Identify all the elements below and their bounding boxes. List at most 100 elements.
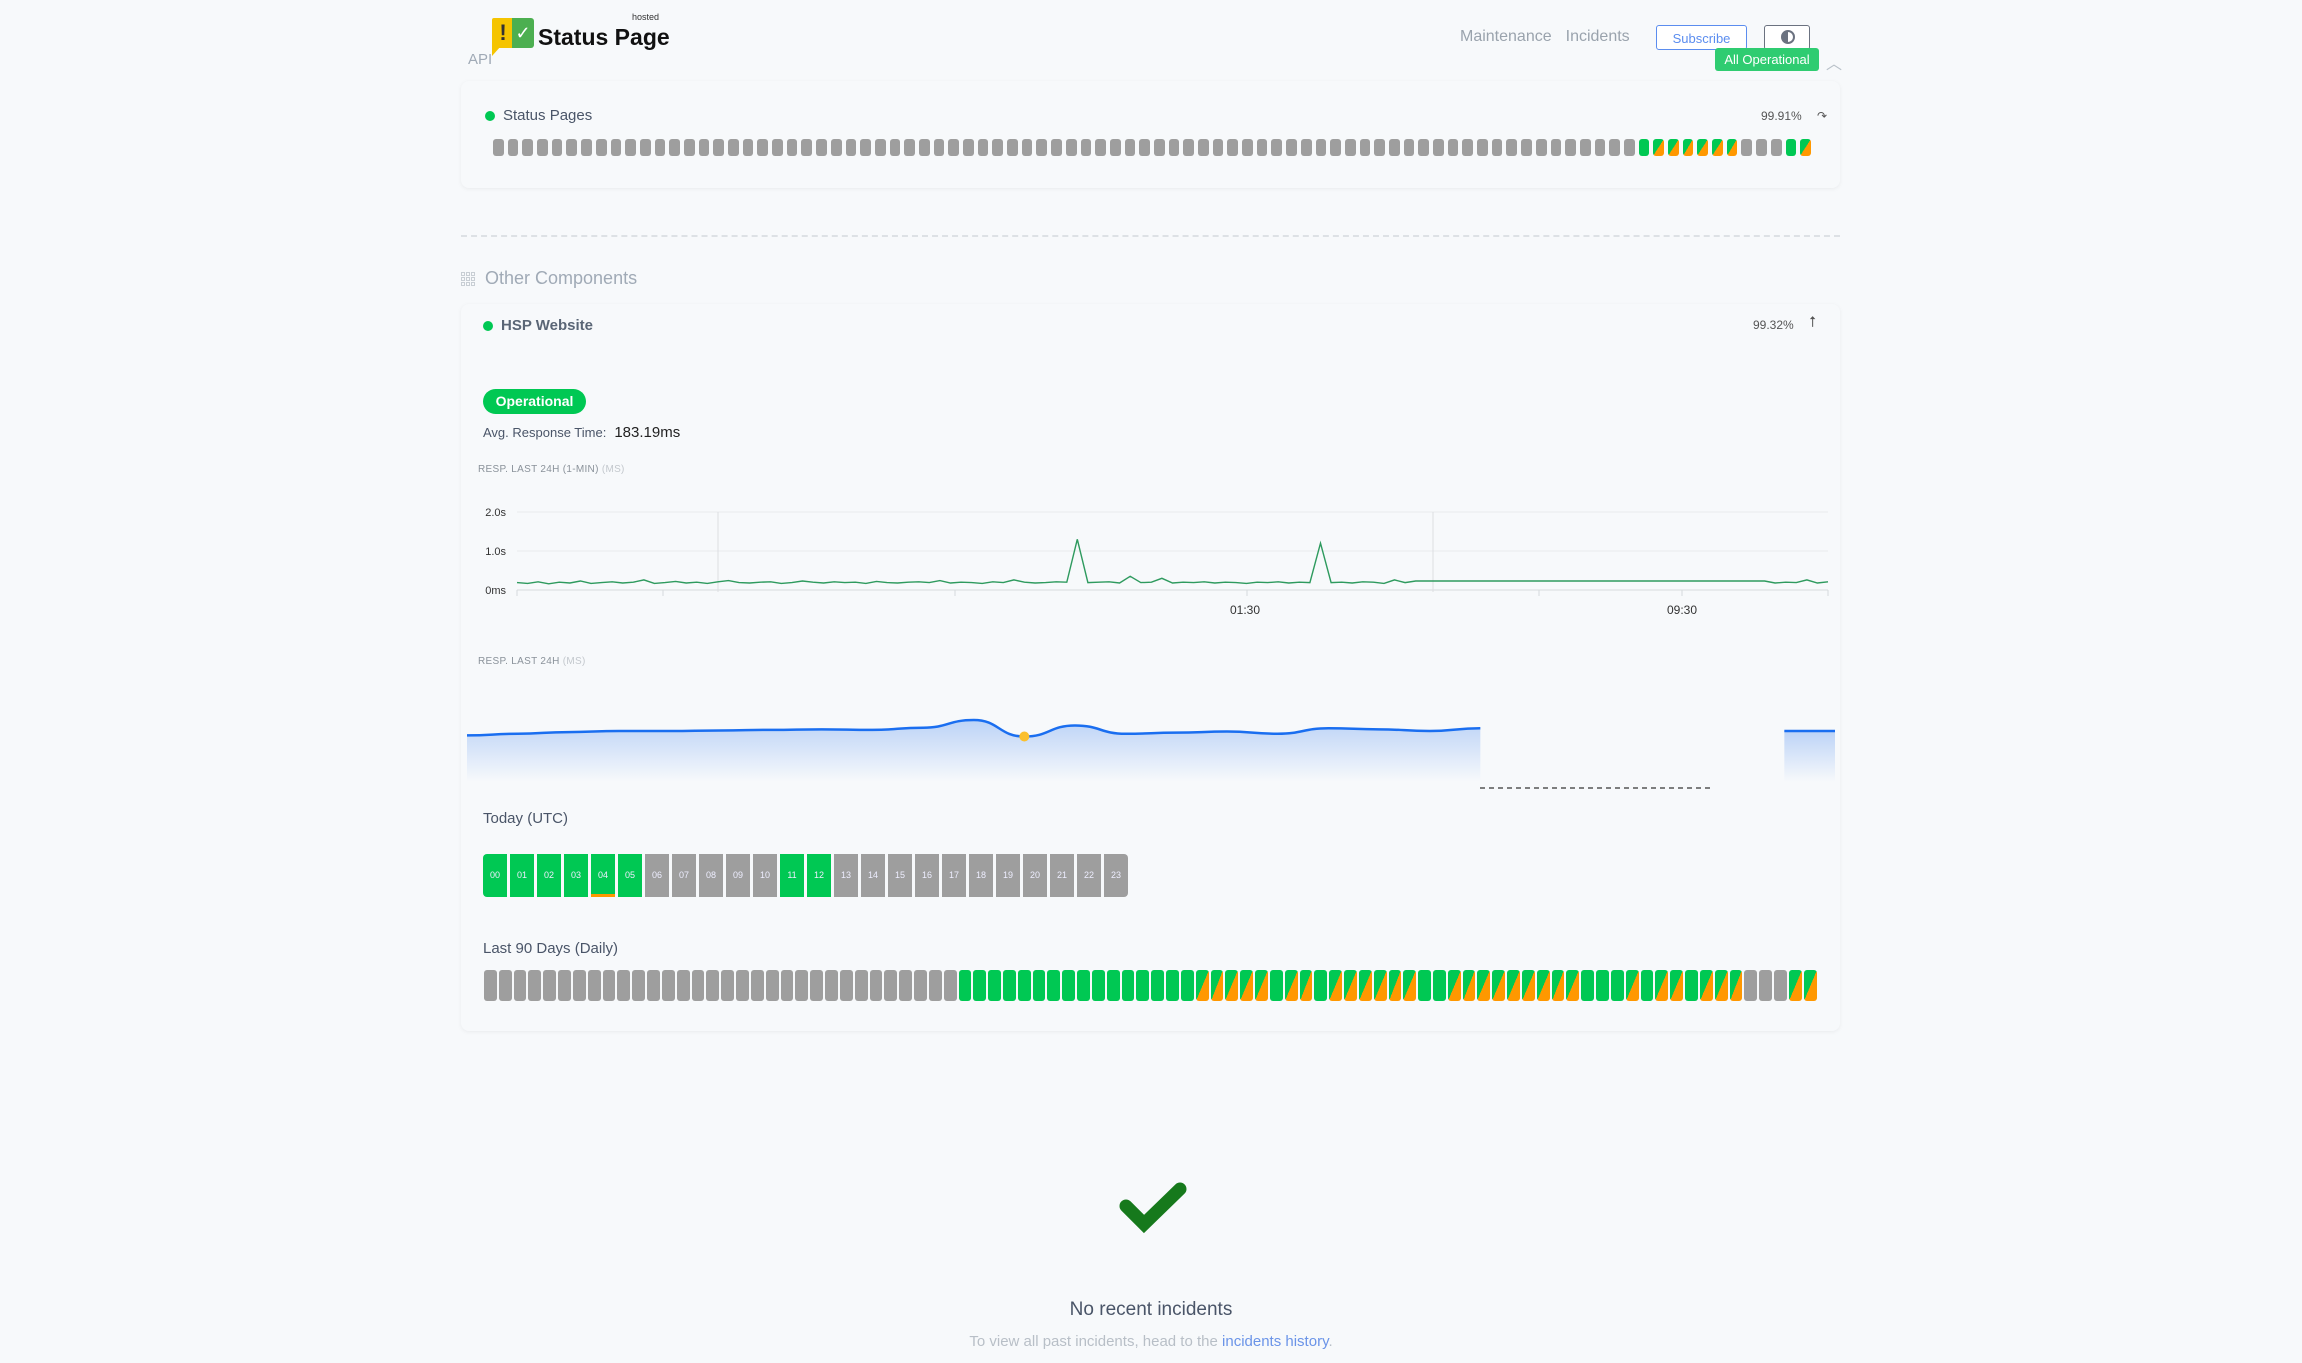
uptime-bar-no-data[interactable] bbox=[484, 970, 497, 1001]
uptime-bar-no-data[interactable] bbox=[765, 970, 779, 1001]
uptime-bar-partial-degraded[interactable] bbox=[1388, 970, 1402, 1001]
uptime-bar-no-data[interactable] bbox=[632, 970, 646, 1001]
response-area-chart[interactable] bbox=[461, 690, 1840, 800]
hour-block[interactable]: 03 bbox=[564, 854, 588, 897]
theme-toggle-button[interactable] bbox=[1764, 25, 1810, 50]
uptime-bar-no-data[interactable] bbox=[1623, 139, 1635, 156]
uptime-bar-no-data[interactable] bbox=[1315, 139, 1327, 156]
uptime-bar-no-data[interactable] bbox=[839, 970, 853, 1001]
uptime-bar-no-data[interactable] bbox=[1007, 139, 1018, 156]
hour-block[interactable]: 14 bbox=[861, 854, 885, 897]
uptime-bar-no-data[interactable] bbox=[772, 139, 783, 156]
hour-block[interactable]: 10 bbox=[753, 854, 777, 897]
uptime-bar-no-data[interactable] bbox=[1609, 139, 1620, 156]
uptime-bar-no-data[interactable] bbox=[639, 139, 651, 156]
uptime-bar-no-data[interactable] bbox=[610, 139, 622, 156]
pin-icon[interactable]: ⭡ bbox=[1809, 314, 1817, 331]
uptime-bar-partial-degraded[interactable] bbox=[1682, 139, 1694, 156]
uptime-bar-no-data[interactable] bbox=[513, 970, 527, 1001]
uptime-bar-no-data[interactable] bbox=[1403, 139, 1415, 156]
hour-block[interactable]: 11 bbox=[780, 854, 804, 897]
hour-block[interactable]: 21 bbox=[1050, 854, 1074, 897]
hour-block[interactable]: 16 bbox=[915, 854, 939, 897]
uptime-bar-partial-degraded[interactable] bbox=[1788, 970, 1802, 1001]
uptime-bar-no-data[interactable] bbox=[874, 139, 886, 156]
uptime-bar-no-data[interactable] bbox=[1300, 139, 1312, 156]
uptime-bar-no-data[interactable] bbox=[1330, 139, 1341, 156]
uptime-bar-partial-degraded[interactable] bbox=[1566, 970, 1580, 1001]
uptime-bar-partial-degraded[interactable] bbox=[1653, 139, 1664, 156]
uptime-bar-partial-degraded[interactable] bbox=[1803, 970, 1817, 1001]
uptime-bar-no-data[interactable] bbox=[1388, 139, 1400, 156]
uptime-bar-no-data[interactable] bbox=[1521, 139, 1532, 156]
uptime-bar-no-data[interactable] bbox=[1080, 139, 1092, 156]
uptime-bar-no-data[interactable] bbox=[736, 970, 749, 1001]
uptime-bar-no-data[interactable] bbox=[1477, 139, 1488, 156]
uptime-bar-partial-degraded[interactable] bbox=[1726, 139, 1738, 156]
uptime-bar-no-data[interactable] bbox=[1579, 139, 1591, 156]
uptime-bar-no-data[interactable] bbox=[795, 970, 809, 1001]
uptime-bar-partial-degraded[interactable] bbox=[1670, 970, 1684, 1001]
uptime-bar-no-data[interactable] bbox=[1550, 139, 1562, 156]
uptime-bar-partial-degraded[interactable] bbox=[1329, 970, 1343, 1001]
uptime-bar-operational[interactable] bbox=[1610, 970, 1624, 1001]
uptime-bar-no-data[interactable] bbox=[918, 139, 930, 156]
uptime-bar-no-data[interactable] bbox=[1242, 139, 1253, 156]
uptime-bar-partial-degraded[interactable] bbox=[1625, 970, 1639, 1001]
uptime-bar-no-data[interactable] bbox=[1212, 139, 1224, 156]
uptime-bar-partial-degraded[interactable] bbox=[1240, 970, 1254, 1001]
uptime-bar-no-data[interactable] bbox=[1359, 139, 1371, 156]
uptime-bar-no-data[interactable] bbox=[786, 139, 798, 156]
uptime-bar-no-data[interactable] bbox=[889, 139, 901, 156]
uptime-bar-partial-degraded[interactable] bbox=[1358, 970, 1372, 1001]
uptime-bar-partial-degraded[interactable] bbox=[1507, 970, 1520, 1001]
hour-block[interactable]: 06 bbox=[645, 854, 669, 897]
uptime-bar-no-data[interactable] bbox=[1153, 139, 1165, 156]
uptime-bar-no-data[interactable] bbox=[1095, 139, 1106, 156]
uptime-bar-operational[interactable] bbox=[1047, 970, 1061, 1001]
uptime-bar-operational[interactable] bbox=[1314, 970, 1328, 1001]
logo[interactable]: ! ✓ Status Page hosted bbox=[492, 12, 670, 56]
uptime-bar-no-data[interactable] bbox=[683, 139, 695, 156]
uptime-bar-no-data[interactable] bbox=[721, 970, 735, 1001]
uptime-bar-operational[interactable] bbox=[988, 970, 1001, 1001]
uptime-bar-no-data[interactable] bbox=[977, 139, 989, 156]
nav-incidents[interactable]: Incidents bbox=[1565, 28, 1630, 45]
uptime-bar-no-data[interactable] bbox=[1433, 139, 1444, 156]
uptime-bar-no-data[interactable] bbox=[498, 970, 512, 1001]
uptime-bar-operational[interactable] bbox=[1077, 970, 1090, 1001]
uptime-bar-no-data[interactable] bbox=[1227, 139, 1239, 156]
uptime-bar-no-data[interactable] bbox=[1418, 139, 1429, 156]
uptime-bar-no-data[interactable] bbox=[1065, 139, 1077, 156]
uptime-bar-no-data[interactable] bbox=[647, 970, 660, 1001]
uptime-bar-operational[interactable] bbox=[1180, 970, 1194, 1001]
hour-block[interactable]: 09 bbox=[726, 854, 750, 897]
hour-block[interactable]: 04 bbox=[591, 854, 615, 897]
uptime-bar-operational[interactable] bbox=[1062, 970, 1076, 1001]
uptime-bar-no-data[interactable] bbox=[581, 139, 592, 156]
uptime-bar-operational[interactable] bbox=[1002, 970, 1016, 1001]
uptime-bar-no-data[interactable] bbox=[698, 139, 710, 156]
uptime-bar-partial-degraded[interactable] bbox=[1800, 139, 1811, 156]
uptime-bar-operational[interactable] bbox=[1581, 970, 1595, 1001]
uptime-bar-no-data[interactable] bbox=[706, 970, 720, 1001]
uptime-bar-no-data[interactable] bbox=[1744, 970, 1758, 1001]
uptime-bar-no-data[interactable] bbox=[1462, 139, 1474, 156]
uptime-bar-operational[interactable] bbox=[973, 970, 987, 1001]
uptime-bar-no-data[interactable] bbox=[537, 139, 548, 156]
uptime-bar-operational[interactable] bbox=[1032, 970, 1046, 1001]
uptime-bar-no-data[interactable] bbox=[1756, 139, 1767, 156]
hour-block[interactable]: 07 bbox=[672, 854, 696, 897]
uptime-bar-no-data[interactable] bbox=[992, 139, 1004, 156]
uptime-bar-no-data[interactable] bbox=[1374, 139, 1385, 156]
uptime-bar-no-data[interactable] bbox=[780, 970, 794, 1001]
hour-block[interactable]: 15 bbox=[888, 854, 912, 897]
uptime-bar-partial-degraded[interactable] bbox=[1536, 970, 1550, 1001]
uptime-bar-partial-degraded[interactable] bbox=[1373, 970, 1387, 1001]
uptime-bar-partial-degraded[interactable] bbox=[1714, 970, 1728, 1001]
uptime-bar-partial-degraded[interactable] bbox=[1492, 970, 1506, 1001]
response-line-chart[interactable]: 0ms 1.0s 2.0s 01:30 09:30 bbox=[461, 490, 1840, 625]
uptime-bar-partial-degraded[interactable] bbox=[1225, 970, 1239, 1001]
uptime-bar-no-data[interactable] bbox=[750, 970, 764, 1001]
uptime-bar-no-data[interactable] bbox=[654, 139, 666, 156]
